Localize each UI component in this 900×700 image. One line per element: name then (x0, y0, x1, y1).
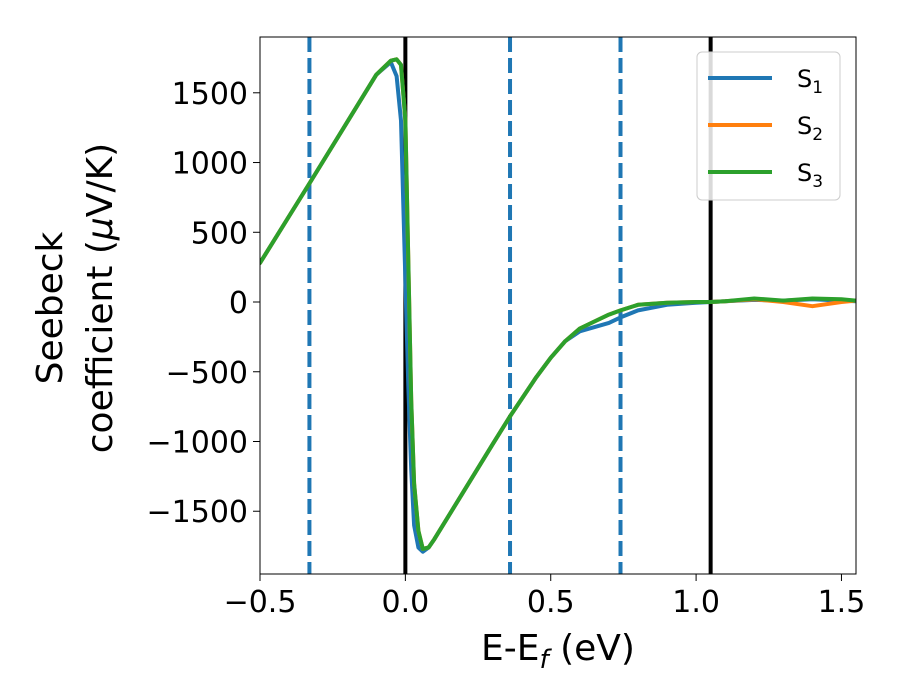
x-tick-label: 1.0 (672, 585, 720, 620)
series-line-s3 (260, 57, 856, 551)
y-tick-label: 1000 (172, 147, 248, 182)
y-tick-label: −500 (166, 356, 248, 391)
x-axis: −0.5 0.0 0.5 1.0 1.5 (224, 574, 866, 620)
y-tick-label: 1500 (172, 77, 248, 112)
y-tick-label: −1500 (147, 495, 248, 530)
y-axis: −1500 −1000 −500 0 500 1000 1500 (147, 77, 260, 530)
y-axis-label-line2: coefficient (μV/K) (80, 143, 121, 453)
y-axis-label-line1: Seebeck (30, 231, 71, 384)
y-tick-label: 0 (229, 286, 248, 321)
legend-label-s1: S1 (797, 65, 823, 98)
legend: S1 S2 S3 (696, 51, 841, 201)
legend-label-s3: S3 (797, 159, 823, 192)
y-tick-label: 500 (191, 216, 248, 251)
x-tick-label: −0.5 (224, 585, 297, 620)
axes-frame (259, 36, 857, 575)
y-tick-label: −1000 (147, 425, 248, 460)
x-tick-label: 0.0 (382, 585, 430, 620)
x-tick-label: 0.5 (527, 585, 575, 620)
x-axis-label: E-Ef (eV) (481, 628, 635, 675)
plot-area (260, 37, 856, 574)
legend-label-s2: S2 (797, 112, 823, 145)
x-tick-label: 1.5 (818, 585, 866, 620)
